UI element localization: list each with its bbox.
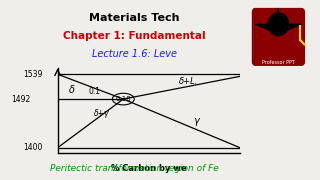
Circle shape [268, 13, 289, 36]
Text: δ: δ [69, 85, 75, 94]
Text: % Carbon by we: % Carbon by we [111, 164, 187, 173]
Text: Peritectic transformation region of Fe: Peritectic transformation region of Fe [50, 164, 219, 173]
FancyBboxPatch shape [252, 8, 304, 65]
Text: δ+γ: δ+γ [94, 109, 109, 118]
Text: δ+L.: δ+L. [179, 77, 199, 86]
Text: 1400: 1400 [24, 143, 43, 152]
Text: 1539: 1539 [24, 70, 43, 79]
Text: 1492: 1492 [12, 94, 31, 103]
Text: Materials Tech: Materials Tech [89, 13, 180, 23]
Text: Professor PPT: Professor PPT [262, 60, 295, 65]
Text: γ: γ [193, 116, 199, 126]
Text: Lecture 1.6: Leve: Lecture 1.6: Leve [92, 49, 177, 59]
Text: 0.18: 0.18 [116, 96, 131, 102]
Text: 0.1: 0.1 [88, 87, 100, 96]
Text: Chapter 1: Fundamental: Chapter 1: Fundamental [63, 31, 206, 41]
Polygon shape [255, 24, 301, 34]
